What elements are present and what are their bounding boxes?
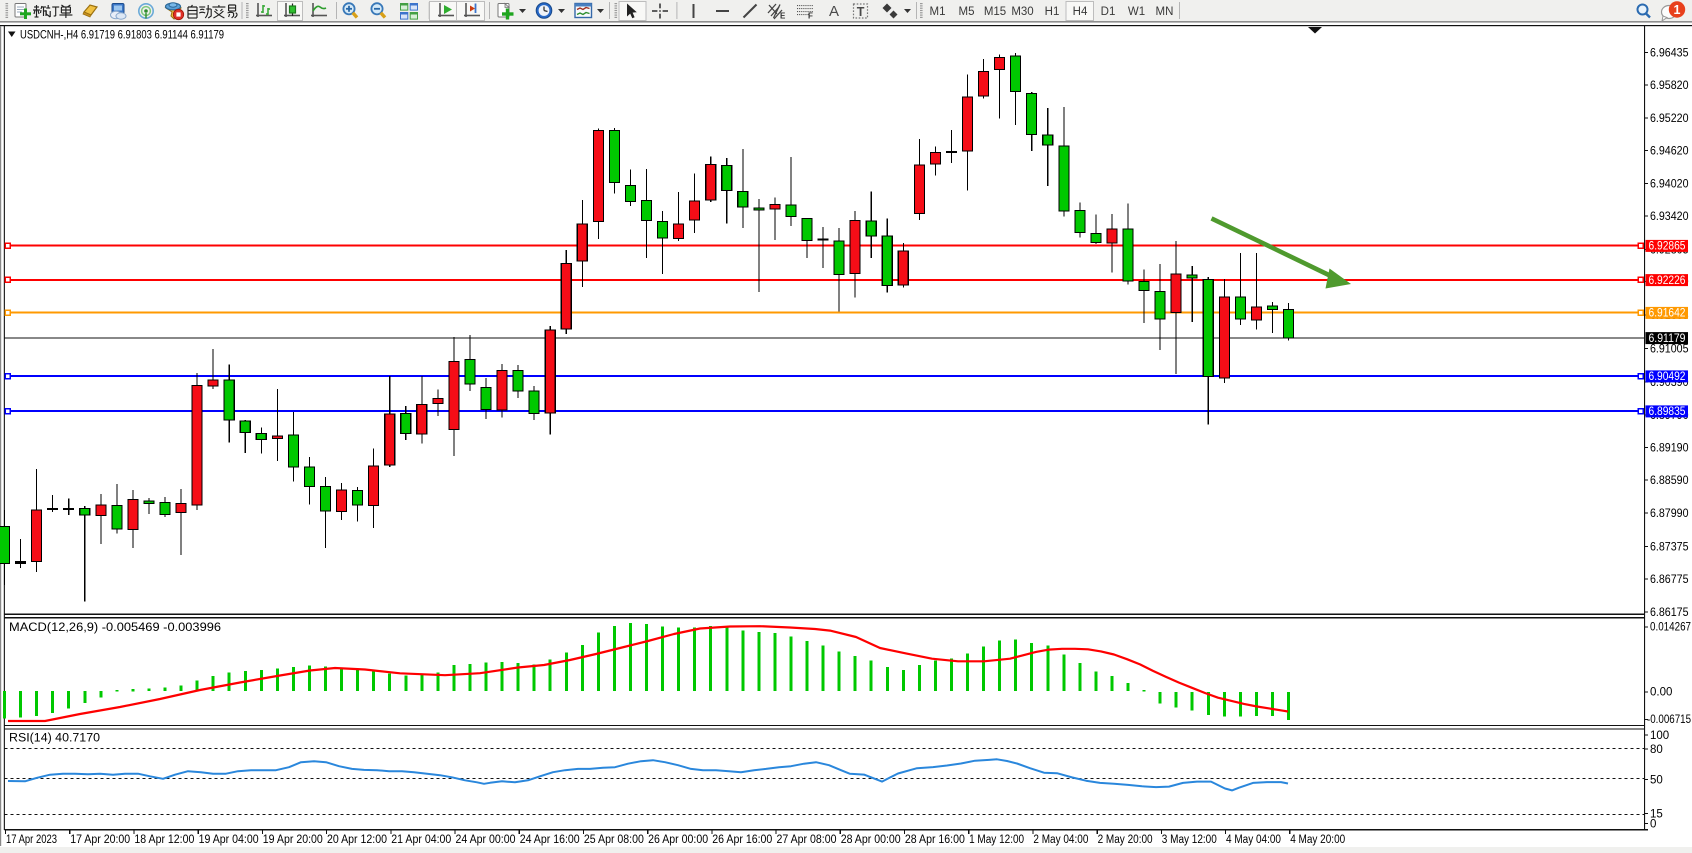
svg-text:M15: M15 [984,6,1006,18]
svg-text:28 Apr 16:00: 28 Apr 16:00 [905,834,965,846]
svg-text:20 Apr 12:00: 20 Apr 12:00 [327,834,387,846]
svg-text:6.92226: 6.92226 [1649,275,1686,287]
svg-text:M30: M30 [1011,6,1033,18]
svg-text:6.92865: 6.92865 [1649,241,1686,253]
svg-text:50: 50 [1650,774,1663,786]
svg-text:1: 1 [1674,3,1681,17]
svg-text:19 Apr 20:00: 19 Apr 20:00 [263,834,323,846]
svg-text:27 Apr 08:00: 27 Apr 08:00 [777,834,837,846]
svg-text:26 Apr 16:00: 26 Apr 16:00 [712,834,772,846]
svg-text:4 May 20:00: 4 May 20:00 [1290,834,1345,846]
svg-text:100: 100 [1650,730,1669,742]
svg-text:24 Apr 16:00: 24 Apr 16:00 [520,834,580,846]
svg-text:M1: M1 [930,6,946,18]
svg-text:6.91642: 6.91642 [1649,308,1686,320]
svg-text:W1: W1 [1128,6,1145,18]
svg-text:MN: MN [1156,6,1174,18]
svg-text:6.94020: 6.94020 [1650,178,1689,190]
svg-text:18 Apr 12:00: 18 Apr 12:00 [134,834,194,846]
svg-text:17 Apr 20:00: 17 Apr 20:00 [70,834,130,846]
svg-text:H1: H1 [1045,6,1060,18]
svg-text:6.91005: 6.91005 [1650,344,1689,356]
svg-text:17 Apr 2023: 17 Apr 2023 [6,834,57,846]
svg-text:4 May 04:00: 4 May 04:00 [1226,834,1281,846]
svg-text:T: T [857,5,865,19]
svg-text:6.89835: 6.89835 [1649,406,1686,418]
svg-text:28 Apr 00:00: 28 Apr 00:00 [841,834,901,846]
svg-text:3 May 12:00: 3 May 12:00 [1162,834,1217,846]
svg-text:25 Apr 08:00: 25 Apr 08:00 [584,834,644,846]
svg-text:6.94620: 6.94620 [1650,146,1689,158]
svg-text:1 May 12:00: 1 May 12:00 [969,834,1024,846]
svg-text:2 May 04:00: 2 May 04:00 [1033,834,1088,846]
svg-text:E: E [780,12,786,21]
svg-text:0.014267: 0.014267 [1650,622,1691,634]
svg-text:6.91179: 6.91179 [1649,333,1686,345]
svg-text:-0.006715: -0.006715 [1647,714,1691,726]
svg-text:6.93420: 6.93420 [1650,211,1689,223]
svg-text:A: A [829,3,839,20]
svg-text:6.87375: 6.87375 [1650,542,1689,554]
svg-text:6.88590: 6.88590 [1650,475,1689,487]
svg-text:6.86775: 6.86775 [1650,574,1689,586]
svg-text:6.87990: 6.87990 [1650,508,1689,520]
svg-text:6.95820: 6.95820 [1650,80,1689,92]
svg-text:0: 0 [1650,819,1656,831]
svg-text:24 Apr 00:00: 24 Apr 00:00 [456,834,516,846]
svg-text:6.86175: 6.86175 [1650,607,1689,619]
svg-text:RSI(14) 40.7170: RSI(14) 40.7170 [9,733,100,745]
svg-text:M5: M5 [959,6,975,18]
svg-text:2 May 20:00: 2 May 20:00 [1098,834,1153,846]
svg-text:6.89190: 6.89190 [1650,443,1689,455]
svg-text:26 Apr 00:00: 26 Apr 00:00 [648,834,708,846]
svg-text:21 Apr 04:00: 21 Apr 04:00 [391,834,451,846]
svg-text:USDCNH-,H4 6.91719 6.91803 6.: USDCNH-,H4 6.91719 6.91803 6.91144 6.911… [20,30,224,42]
svg-text:D1: D1 [1101,6,1116,18]
svg-text:80: 80 [1650,744,1663,756]
svg-text:6.96435: 6.96435 [1650,48,1689,60]
svg-text:F: F [808,12,813,21]
svg-text:6.95220: 6.95220 [1650,113,1689,125]
svg-text:6.90492: 6.90492 [1649,371,1686,383]
svg-text:15: 15 [1650,808,1663,820]
svg-text:MACD(12,26,9) -0.005469 -0.003: MACD(12,26,9) -0.005469 -0.003996 [9,622,221,634]
svg-text:0.00: 0.00 [1650,687,1672,699]
svg-text:H4: H4 [1073,6,1088,18]
svg-text:19 Apr 04:00: 19 Apr 04:00 [199,834,259,846]
